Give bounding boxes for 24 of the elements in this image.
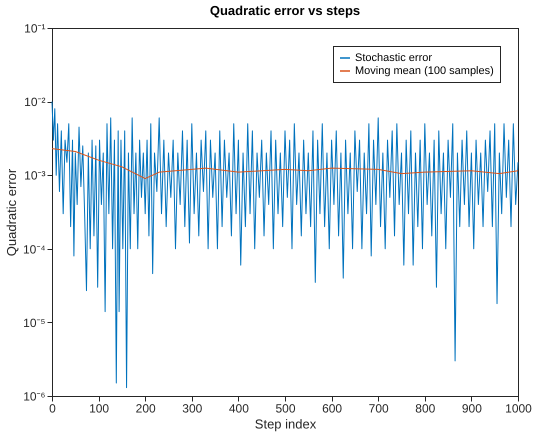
x-tick-label: 500 [275, 402, 296, 416]
x-tick-label: 600 [322, 402, 342, 416]
y-axis-title: Quadratic error [4, 168, 19, 256]
x-tick-label: 0 [49, 402, 56, 416]
y-tick-label: 10⁻⁶ [23, 390, 46, 404]
x-tick-label: 900 [462, 402, 482, 416]
x-tick-label: 700 [368, 402, 390, 416]
x-tick-label: 800 [415, 402, 436, 416]
chart-title: Quadratic error vs steps [210, 3, 360, 18]
line-series [52, 101, 518, 388]
y-tick-label: 10⁻³ [24, 168, 46, 183]
x-tick-label: 200 [136, 402, 156, 416]
legend-label: Stochastic error [355, 52, 432, 64]
y-tick-label: 10⁻⁴ [22, 242, 46, 256]
y-tick-label: 10⁻¹ [24, 22, 46, 36]
x-tick-label: 400 [228, 402, 250, 416]
y-tick-label: 10⁻² [24, 95, 46, 110]
y-tick-label: 10⁻⁵ [23, 316, 46, 330]
x-tick-label: 100 [89, 402, 110, 416]
line-series [52, 148, 518, 180]
x-tick-label: 1000 [505, 402, 532, 416]
x-axis-title: Step index [254, 416, 317, 432]
legend-label: Moving mean (100 samples) [355, 65, 494, 77]
x-tick-label: 300 [182, 402, 203, 416]
